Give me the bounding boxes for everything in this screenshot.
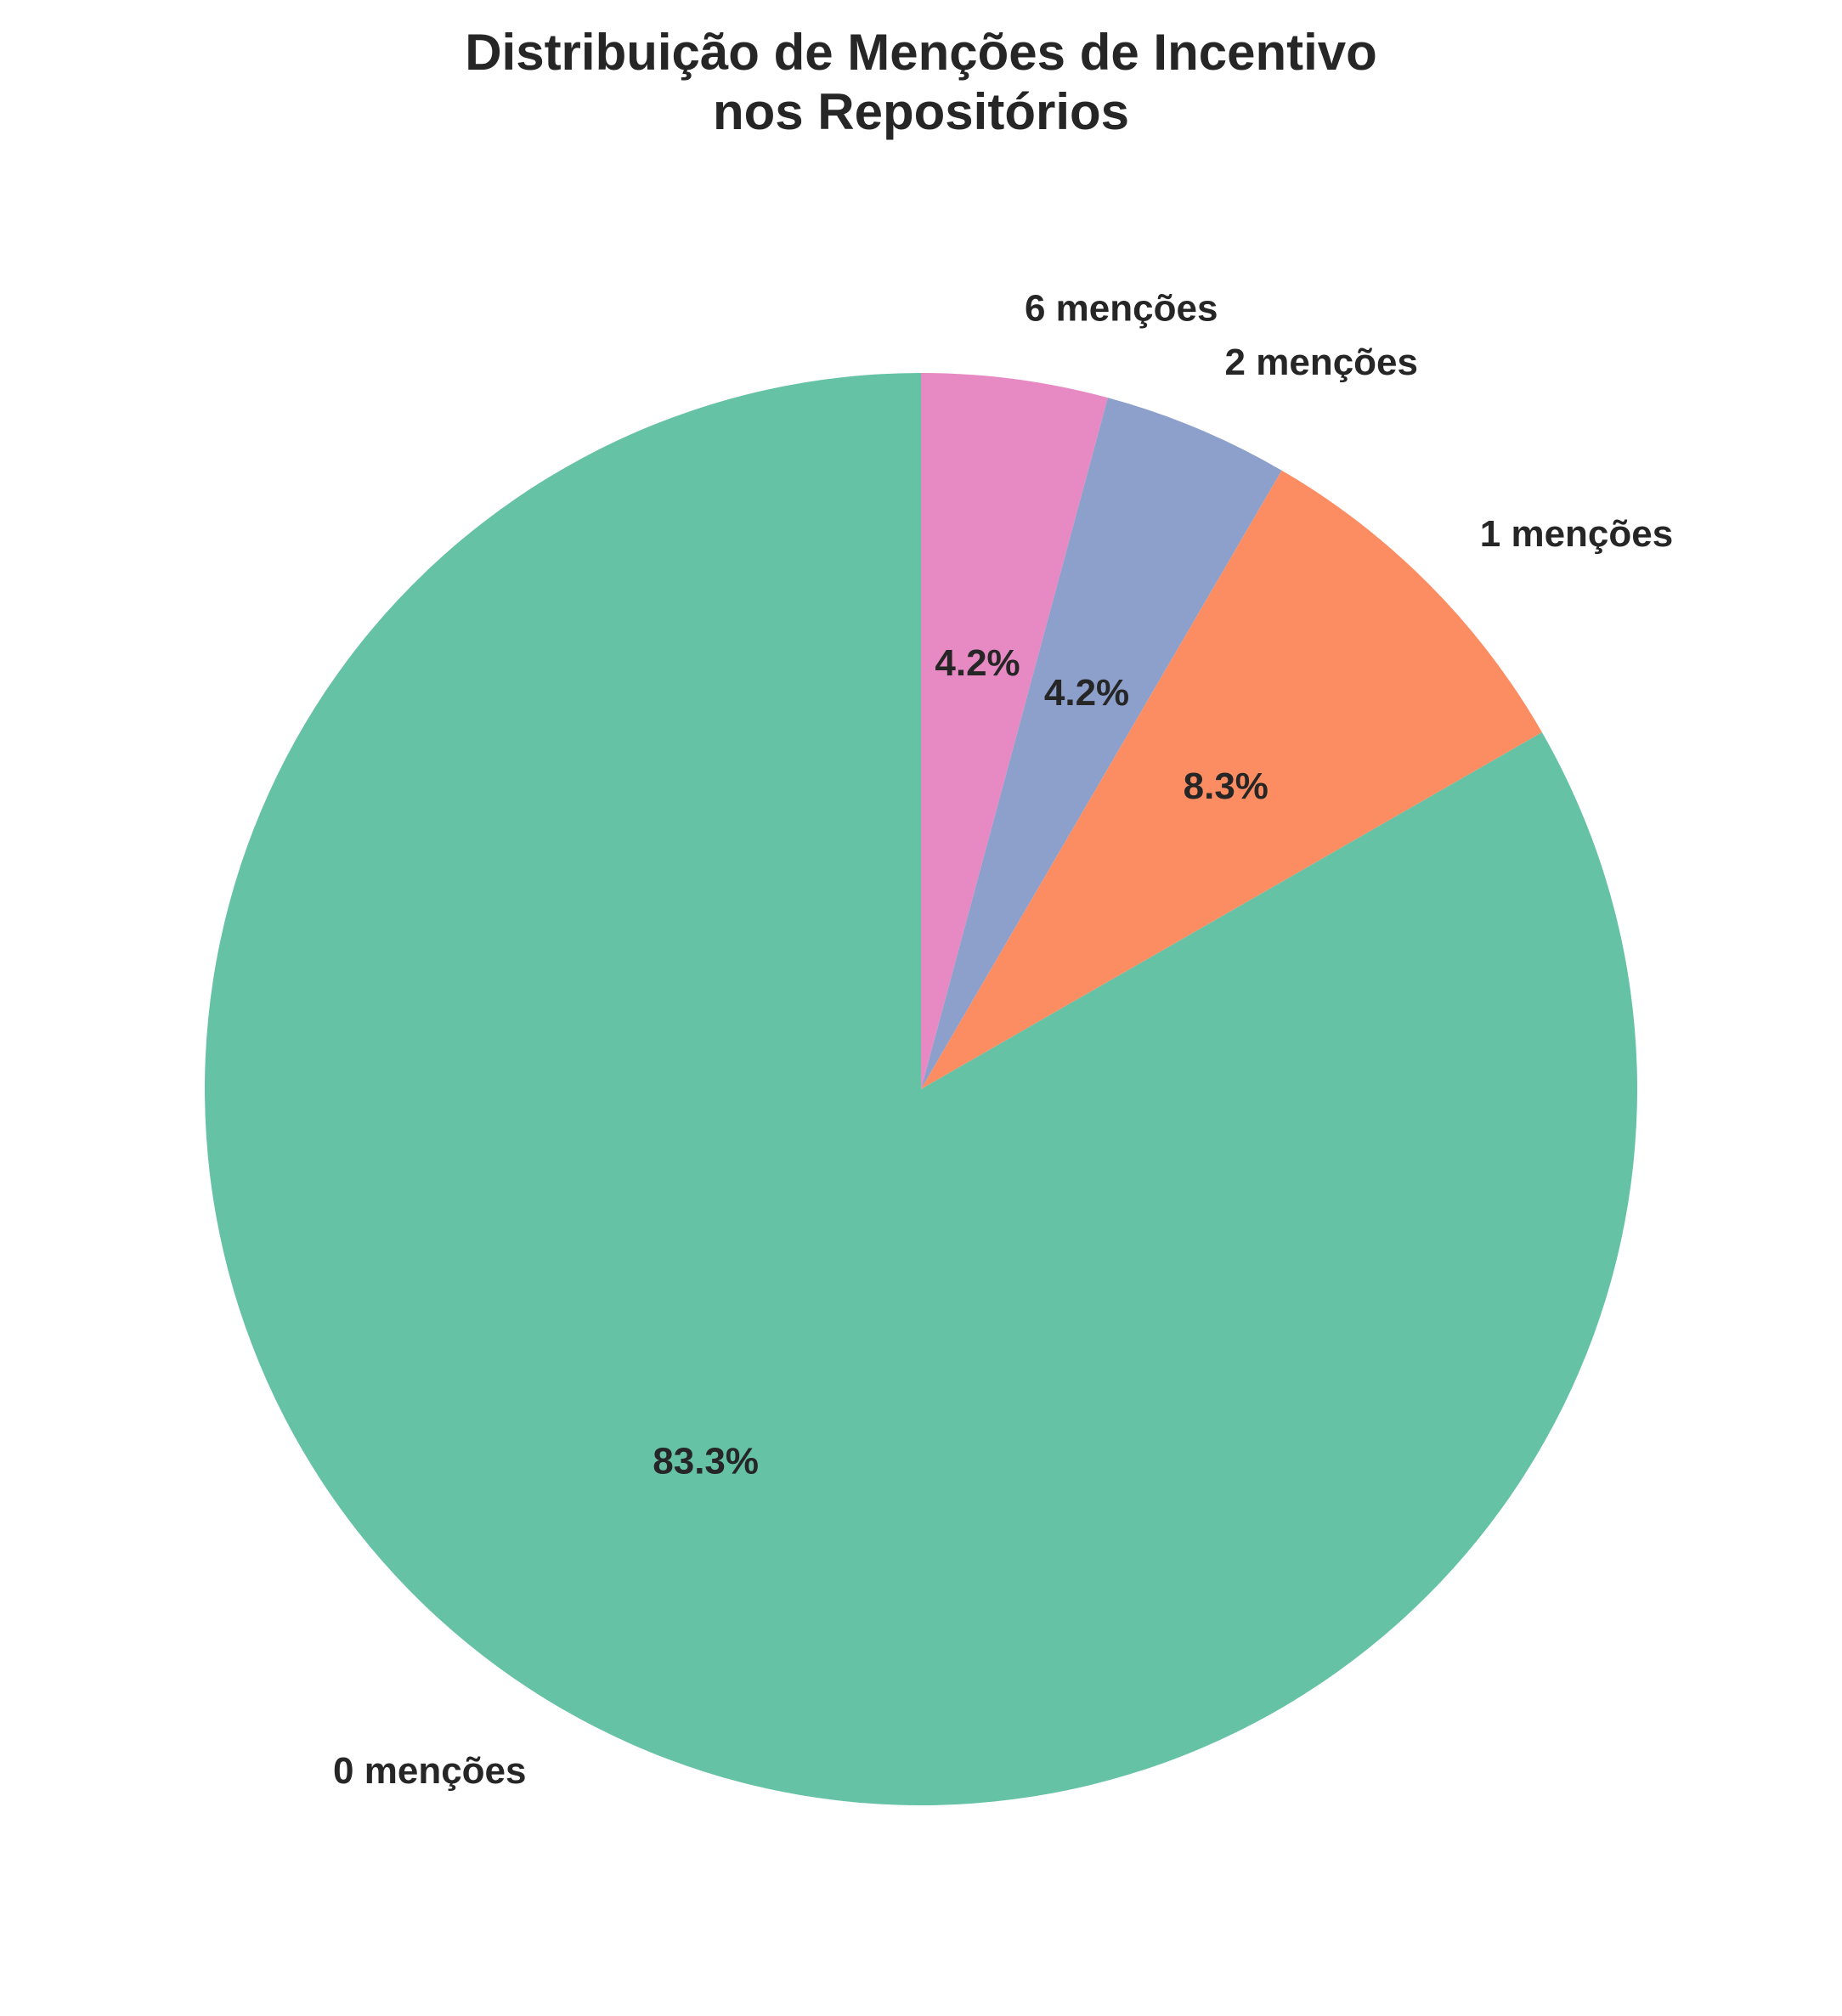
pie-slices xyxy=(204,373,1637,1805)
slice-label-0: 6 menções xyxy=(1025,287,1218,329)
slice-label-1: 2 menções xyxy=(1225,342,1418,383)
pct-label-3: 83.3% xyxy=(653,1440,759,1482)
pct-label-1: 4.2% xyxy=(1044,672,1129,714)
chart-title-line-1: Distribuição de Menções de Incentivo xyxy=(465,24,1377,81)
pie-slice-2 xyxy=(921,470,1542,1089)
chart-title-line-2: nos Repositórios xyxy=(713,83,1129,140)
pct-label-0: 4.2% xyxy=(935,642,1020,684)
pie-slice-0 xyxy=(921,373,1108,1089)
pie-slice-1 xyxy=(921,398,1282,1089)
pie-slice-3 xyxy=(204,373,1637,1805)
slice-label-2: 1 menções xyxy=(1480,513,1673,555)
slice-label-3: 0 menções xyxy=(333,1750,526,1792)
chart-title: Distribuição de Menções de Incentivo nos… xyxy=(465,24,1377,140)
percentage-labels: 4.2% 4.2% 8.3% 83.3% xyxy=(653,642,1268,1482)
pct-label-2: 8.3% xyxy=(1184,765,1268,807)
